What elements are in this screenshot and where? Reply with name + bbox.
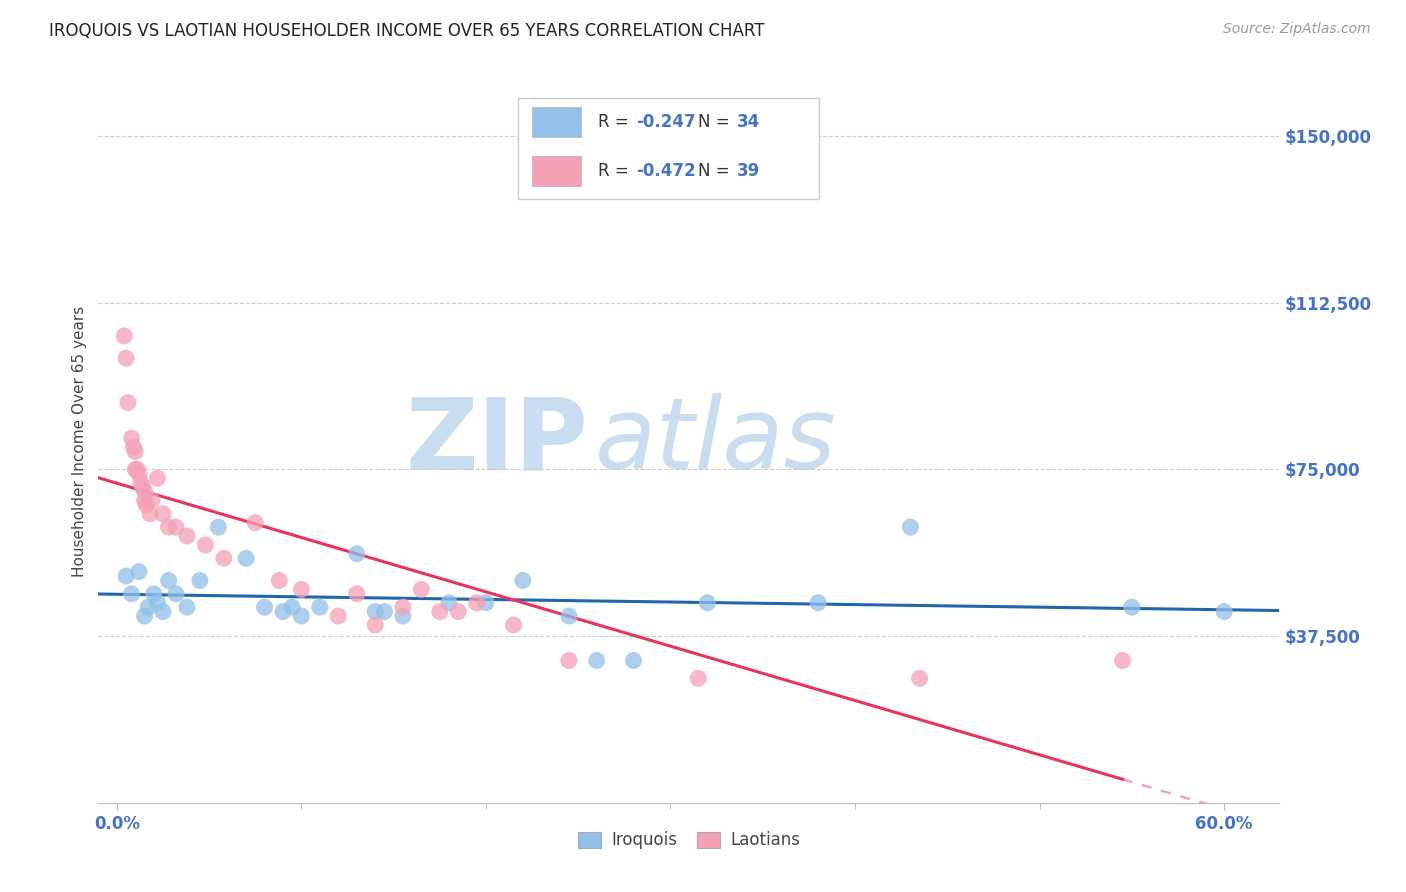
- Point: [328, 609, 350, 624]
- Point: [115, 351, 138, 366]
- Point: [585, 653, 607, 667]
- Text: -0.472: -0.472: [636, 162, 696, 180]
- Point: [447, 605, 470, 619]
- Text: atlas: atlas: [595, 393, 837, 490]
- Point: [696, 596, 718, 610]
- Point: [136, 600, 159, 615]
- Point: [465, 596, 488, 610]
- Point: [392, 600, 415, 615]
- Point: [290, 609, 312, 624]
- FancyBboxPatch shape: [531, 156, 582, 186]
- Text: R =: R =: [598, 162, 634, 180]
- Point: [1121, 600, 1143, 615]
- Point: [364, 618, 387, 632]
- Point: [253, 600, 276, 615]
- Point: [176, 600, 198, 615]
- Legend: Iroquois, Laotians: Iroquois, Laotians: [571, 824, 807, 856]
- Point: [900, 520, 922, 534]
- FancyBboxPatch shape: [531, 107, 582, 137]
- Point: [429, 605, 451, 619]
- Point: [364, 605, 387, 619]
- Point: [112, 329, 135, 343]
- Point: [134, 493, 156, 508]
- Point: [122, 440, 145, 454]
- Point: [176, 529, 198, 543]
- FancyBboxPatch shape: [517, 98, 818, 200]
- Point: [346, 587, 368, 601]
- Point: [139, 507, 162, 521]
- Point: [290, 582, 312, 597]
- Point: [437, 596, 460, 610]
- Point: [558, 609, 581, 624]
- Point: [121, 431, 143, 445]
- Point: [392, 609, 415, 624]
- Point: [194, 538, 217, 552]
- Text: 34: 34: [737, 113, 761, 131]
- Point: [142, 587, 165, 601]
- Point: [115, 569, 138, 583]
- Point: [346, 547, 368, 561]
- Point: [124, 444, 146, 458]
- Point: [134, 484, 156, 499]
- Point: [207, 520, 229, 534]
- Point: [512, 574, 534, 588]
- Text: IROQUOIS VS LAOTIAN HOUSEHOLDER INCOME OVER 65 YEARS CORRELATION CHART: IROQUOIS VS LAOTIAN HOUSEHOLDER INCOME O…: [49, 22, 765, 40]
- Point: [127, 462, 149, 476]
- Point: [152, 605, 174, 619]
- Point: [245, 516, 267, 530]
- Point: [502, 618, 524, 632]
- Y-axis label: Householder Income Over 65 years: Householder Income Over 65 years: [72, 306, 87, 577]
- Point: [134, 609, 156, 624]
- Point: [475, 596, 498, 610]
- Point: [141, 493, 163, 508]
- Point: [373, 605, 395, 619]
- Point: [146, 596, 169, 610]
- Point: [908, 671, 931, 685]
- Point: [157, 574, 180, 588]
- Text: -0.247: -0.247: [636, 113, 696, 131]
- Point: [124, 462, 146, 476]
- Point: [309, 600, 332, 615]
- Point: [165, 520, 187, 534]
- Point: [411, 582, 433, 597]
- Point: [152, 507, 174, 521]
- Point: [281, 600, 304, 615]
- Point: [1111, 653, 1133, 667]
- Text: R =: R =: [598, 113, 634, 131]
- Point: [235, 551, 257, 566]
- Text: N =: N =: [699, 113, 735, 131]
- Text: ZIP: ZIP: [406, 393, 589, 490]
- Point: [558, 653, 581, 667]
- Point: [212, 551, 235, 566]
- Point: [623, 653, 645, 667]
- Text: Source: ZipAtlas.com: Source: ZipAtlas.com: [1223, 22, 1371, 37]
- Point: [128, 565, 150, 579]
- Text: N =: N =: [699, 162, 735, 180]
- Point: [157, 520, 180, 534]
- Point: [271, 605, 294, 619]
- Point: [121, 587, 143, 601]
- Point: [1213, 605, 1236, 619]
- Point: [188, 574, 211, 588]
- Point: [117, 395, 139, 409]
- Point: [269, 574, 291, 588]
- Point: [146, 471, 169, 485]
- Point: [135, 498, 157, 512]
- Text: 39: 39: [737, 162, 761, 180]
- Point: [688, 671, 710, 685]
- Point: [128, 467, 150, 481]
- Point: [807, 596, 830, 610]
- Point: [132, 480, 155, 494]
- Point: [129, 475, 152, 490]
- Point: [165, 587, 187, 601]
